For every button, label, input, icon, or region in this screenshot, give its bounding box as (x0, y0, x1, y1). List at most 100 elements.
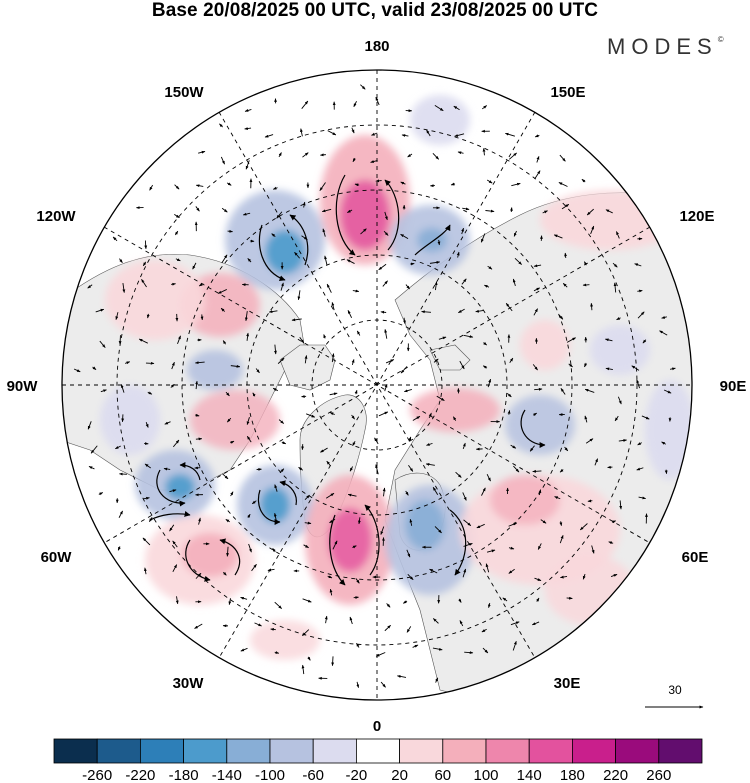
wind-vector (138, 338, 148, 344)
wind-vector (304, 521, 312, 525)
wind-vector (481, 105, 487, 110)
circulation-line (414, 224, 451, 256)
wind-vector (355, 578, 360, 584)
wind-vector (661, 441, 666, 445)
wind-vector (558, 182, 568, 187)
meridian-120-300 (103, 226, 651, 544)
wind-vector (507, 410, 511, 415)
wind-vector (663, 389, 672, 394)
wind-vector (637, 311, 645, 319)
wind-vector (616, 316, 621, 321)
wind-vector (297, 290, 301, 301)
wind-vector (274, 601, 282, 609)
anomaly-neg-80e-far (645, 380, 692, 480)
anomaly-pos-40w (250, 620, 320, 660)
colorbar-bin (572, 738, 617, 764)
wind-vector (230, 491, 234, 497)
wind-vector (302, 152, 309, 158)
wind-vector (534, 170, 541, 180)
wind-vector (636, 379, 641, 389)
brand-mark: © (717, 34, 724, 44)
wind-vector (426, 442, 433, 446)
wind-vector (512, 640, 517, 651)
wind-vector (246, 417, 250, 426)
wind-vector (463, 519, 472, 527)
wind-vector (605, 209, 613, 214)
wind-vector (324, 255, 328, 265)
wind-vector (584, 388, 595, 393)
wind-vector (486, 474, 491, 482)
wind-vector (281, 441, 287, 445)
lon-label-30w: 30W (173, 675, 205, 692)
wind-vector (533, 412, 538, 417)
wind-vector (220, 307, 226, 312)
wind-vector (169, 524, 175, 532)
lon-label-90w: 90W (7, 378, 39, 395)
wind-vector (100, 389, 107, 393)
wind-vector (584, 415, 588, 423)
wind-vector (463, 543, 473, 547)
wind-vector (251, 563, 257, 572)
circulation-line (384, 179, 400, 251)
wind-vector (326, 283, 332, 293)
wind-vector (532, 469, 542, 473)
colorbar-bin (485, 738, 530, 764)
wind-vector (406, 549, 411, 558)
wind-vector-field (73, 84, 676, 689)
wind-vector (613, 282, 617, 293)
wind-vector (291, 318, 302, 322)
wind-vector (194, 413, 200, 417)
anomaly-shading (100, 95, 692, 660)
colorbar-tick-label: 220 (603, 767, 628, 783)
wind-vector (274, 484, 278, 492)
wind-vector (509, 152, 517, 160)
wind-vector (429, 568, 438, 574)
wind-vector (421, 310, 431, 314)
wind-vector (559, 154, 566, 162)
wind-vector (382, 280, 388, 287)
anomaly-neg-165e-core (417, 228, 447, 252)
wind-vector (247, 258, 252, 263)
brand-logo: MODES© (607, 34, 724, 60)
wind-vector (244, 311, 248, 322)
wind-vector (505, 303, 513, 312)
wind-vector (144, 463, 151, 469)
wind-vector (304, 355, 308, 364)
circulation-line (257, 489, 281, 525)
wind-vector (251, 500, 257, 505)
wind-vector (195, 572, 202, 579)
latitude-circle (181, 189, 573, 581)
wind-vector (410, 262, 415, 266)
wind-vector (374, 437, 379, 445)
wind-vector (195, 437, 203, 441)
wind-vector (434, 526, 442, 534)
wind-vector (276, 211, 283, 219)
wind-vector (272, 387, 279, 392)
wind-vector (475, 309, 484, 313)
wind-vector (462, 568, 467, 578)
wind-vector (119, 472, 127, 476)
wind-vector (579, 523, 588, 531)
wind-vector (95, 308, 105, 313)
wind-vector (403, 389, 412, 393)
wind-vector (119, 258, 123, 263)
wind-vector (118, 510, 123, 518)
anomaly-pos-50w-core (182, 533, 238, 577)
wind-vector (246, 435, 252, 443)
wind-vector (487, 602, 491, 609)
wind-vector (170, 383, 175, 388)
wind-vector (122, 282, 126, 293)
anomaly-pos-75e (410, 388, 500, 432)
wind-vector (636, 467, 644, 471)
wind-vector (143, 496, 150, 500)
wind-vector (412, 415, 421, 421)
wind-vector (585, 438, 594, 444)
lon-label-150w: 150W (164, 84, 204, 101)
wind-vector (268, 310, 278, 313)
wind-vector (352, 289, 360, 293)
circulation-line (279, 480, 297, 506)
wind-vector (461, 278, 467, 285)
wind-vector (485, 563, 490, 573)
wind-vector (125, 361, 131, 365)
reference-vector-label: 30 (668, 683, 682, 697)
